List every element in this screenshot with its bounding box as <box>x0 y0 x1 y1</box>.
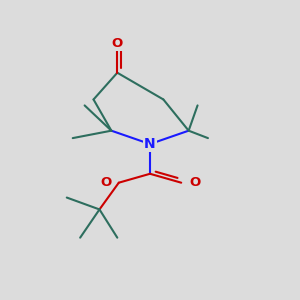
Text: O: O <box>190 176 201 189</box>
Text: O: O <box>100 176 111 189</box>
Text: O: O <box>112 37 123 50</box>
Text: N: N <box>144 137 156 151</box>
